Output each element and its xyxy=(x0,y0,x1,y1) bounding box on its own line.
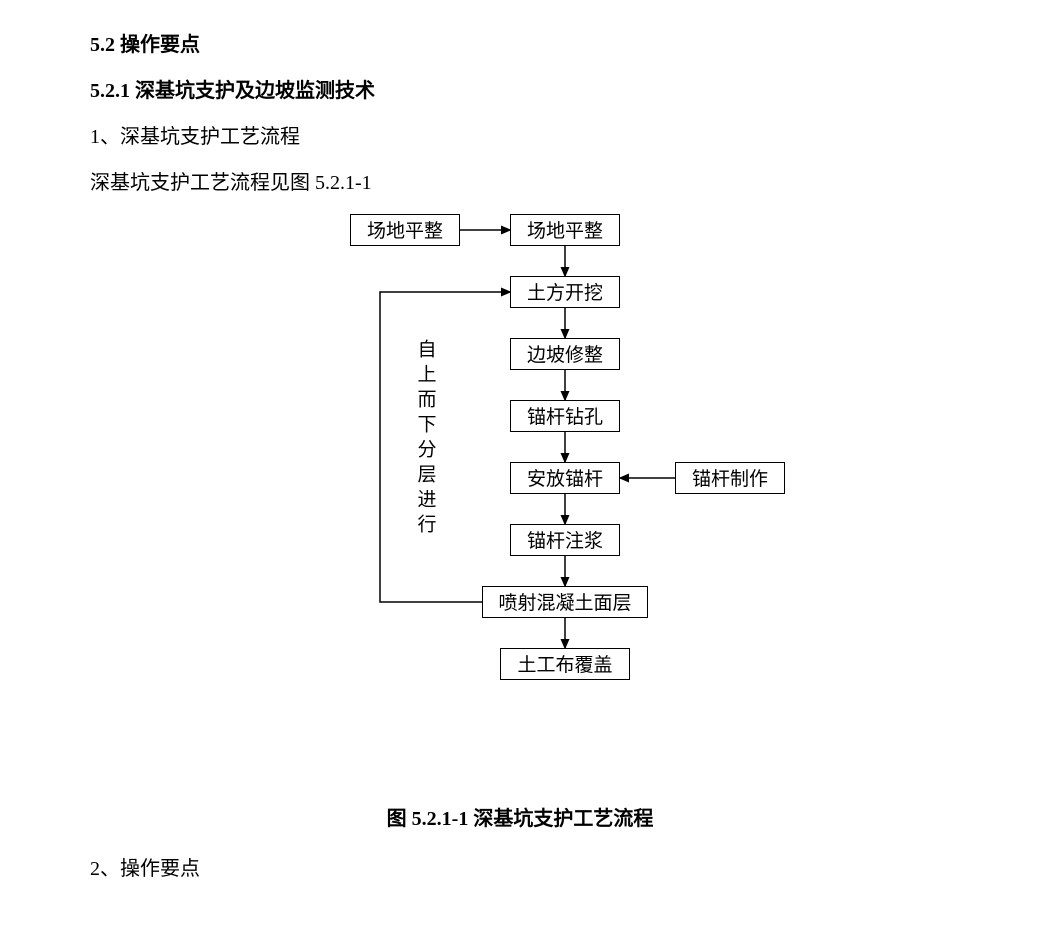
section-heading-5-2: 5.2 操作要点 xyxy=(90,30,950,60)
paragraph-3: 2、操作要点 xyxy=(90,854,950,884)
paragraph-2: 深基坑支护工艺流程见图 5.2.1-1 xyxy=(90,168,950,198)
loop-side-label: 自上而下分层进行 xyxy=(410,339,439,539)
section-heading-5-2-1: 5.2.1 深基坑支护及边坡监测技术 xyxy=(90,76,950,106)
flowchart-node-n10: 土工布覆盖 xyxy=(500,648,630,680)
flowchart-node-n7: 锚杆制作 xyxy=(675,462,785,494)
figure-caption: 图 5.2.1-1 深基坑支护工艺流程 xyxy=(90,804,950,834)
flowchart-node-n5: 锚杆钻孔 xyxy=(510,400,620,432)
flowchart-node-n9: 喷射混凝土面层 xyxy=(482,586,648,618)
flowchart-node-n8: 锚杆注浆 xyxy=(510,524,620,556)
paragraph-1: 1、深基坑支护工艺流程 xyxy=(90,122,950,152)
flowchart-node-n1: 场地平整 xyxy=(350,214,460,246)
flowchart-node-n2: 场地平整 xyxy=(510,214,620,246)
flowchart: 自上而下分层进行 场地平整 场地平整土方开挖边坡修整锚杆钻孔安放锚杆 锚杆制作锚杆注… xyxy=(220,214,820,794)
flowchart-node-n3: 土方开挖 xyxy=(510,276,620,308)
flowchart-node-n6: 安放锚杆 xyxy=(510,462,620,494)
flowchart-node-n4: 边坡修整 xyxy=(510,338,620,370)
